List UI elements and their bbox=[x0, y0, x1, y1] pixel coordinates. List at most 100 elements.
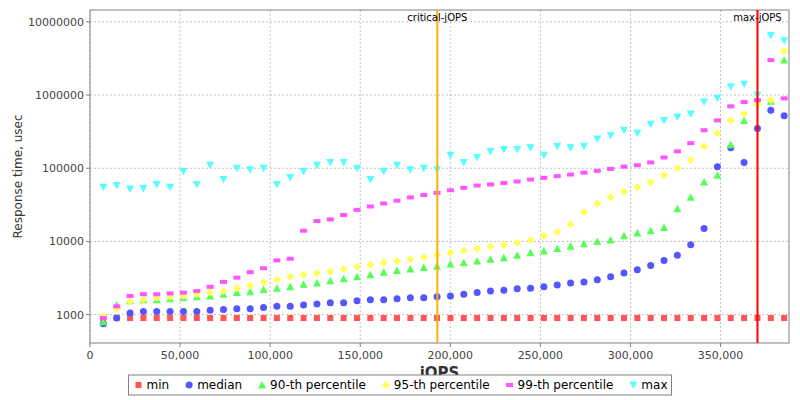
point bbox=[247, 270, 254, 274]
point bbox=[567, 173, 574, 177]
x-grid-line bbox=[630, 10, 631, 343]
point bbox=[741, 159, 748, 166]
legend-marker bbox=[506, 383, 513, 387]
y-tick bbox=[86, 95, 90, 96]
point bbox=[153, 308, 160, 315]
point bbox=[568, 315, 574, 321]
point bbox=[700, 142, 708, 150]
point bbox=[326, 267, 334, 275]
point bbox=[673, 205, 681, 213]
point bbox=[713, 129, 721, 137]
point bbox=[727, 116, 735, 124]
point bbox=[219, 287, 227, 295]
point bbox=[287, 303, 294, 310]
series-1 bbox=[100, 107, 788, 328]
legend-item: 99-th percentile bbox=[506, 378, 613, 392]
point bbox=[648, 315, 654, 321]
point bbox=[340, 265, 348, 273]
point bbox=[554, 315, 560, 321]
point bbox=[581, 315, 587, 321]
legend-label: max bbox=[641, 378, 667, 392]
y-grid-line bbox=[90, 241, 789, 242]
point bbox=[273, 284, 281, 292]
point bbox=[113, 301, 121, 309]
y-axis-label: Response time, usec bbox=[11, 114, 25, 238]
point bbox=[700, 99, 708, 107]
point bbox=[647, 227, 655, 235]
point bbox=[261, 315, 267, 321]
point bbox=[687, 156, 695, 164]
point bbox=[540, 247, 548, 255]
y-tick-label: 10000000 bbox=[28, 16, 84, 29]
point bbox=[486, 148, 494, 156]
point bbox=[660, 224, 668, 232]
legend-item: 90-th percentile bbox=[258, 378, 366, 392]
plot-marks bbox=[99, 10, 788, 343]
point bbox=[540, 232, 548, 240]
x-grid-line bbox=[360, 10, 361, 343]
point bbox=[780, 56, 788, 64]
point bbox=[127, 294, 134, 298]
point bbox=[661, 315, 667, 321]
point bbox=[620, 188, 628, 196]
point bbox=[393, 257, 401, 265]
point bbox=[781, 96, 788, 100]
point bbox=[501, 315, 507, 321]
point bbox=[460, 159, 468, 167]
point bbox=[220, 306, 227, 313]
point bbox=[647, 178, 655, 186]
point bbox=[406, 166, 414, 174]
point bbox=[301, 315, 307, 321]
x-tick-label: 150,000 bbox=[337, 349, 383, 362]
point bbox=[139, 185, 147, 193]
point bbox=[153, 181, 161, 189]
point bbox=[487, 182, 494, 186]
point bbox=[767, 96, 775, 104]
point bbox=[220, 280, 227, 284]
point bbox=[661, 156, 668, 160]
point bbox=[500, 287, 507, 294]
point bbox=[353, 263, 361, 271]
point bbox=[540, 283, 547, 290]
point bbox=[727, 83, 735, 91]
point bbox=[327, 315, 333, 321]
point bbox=[100, 316, 107, 320]
point bbox=[634, 266, 641, 273]
point bbox=[513, 251, 521, 259]
point bbox=[327, 299, 334, 306]
x-tick bbox=[360, 343, 361, 347]
point bbox=[554, 174, 561, 178]
point bbox=[381, 315, 387, 321]
point bbox=[180, 291, 187, 295]
point bbox=[286, 273, 294, 281]
point bbox=[140, 292, 147, 296]
point bbox=[180, 308, 187, 315]
point bbox=[380, 259, 388, 267]
point bbox=[688, 315, 694, 321]
legend-label: 90-th percentile bbox=[270, 378, 366, 392]
legend-item: median bbox=[186, 378, 242, 392]
point bbox=[580, 143, 588, 151]
point bbox=[541, 315, 547, 321]
point bbox=[260, 278, 268, 286]
point bbox=[727, 141, 735, 149]
legend-box bbox=[128, 375, 671, 395]
point bbox=[273, 181, 281, 189]
point bbox=[274, 315, 280, 321]
point bbox=[633, 229, 641, 237]
y-tick-label: 1000000 bbox=[35, 89, 84, 102]
point bbox=[300, 280, 308, 288]
point bbox=[260, 165, 268, 173]
point bbox=[634, 163, 641, 167]
point bbox=[660, 117, 668, 125]
point bbox=[341, 315, 347, 321]
x-tick-label: 50,000 bbox=[161, 349, 200, 362]
point bbox=[540, 176, 547, 180]
point bbox=[460, 291, 467, 298]
point bbox=[394, 315, 400, 321]
point bbox=[394, 199, 401, 203]
point bbox=[540, 152, 548, 160]
point bbox=[781, 315, 787, 321]
point bbox=[513, 146, 521, 154]
point bbox=[260, 286, 268, 294]
